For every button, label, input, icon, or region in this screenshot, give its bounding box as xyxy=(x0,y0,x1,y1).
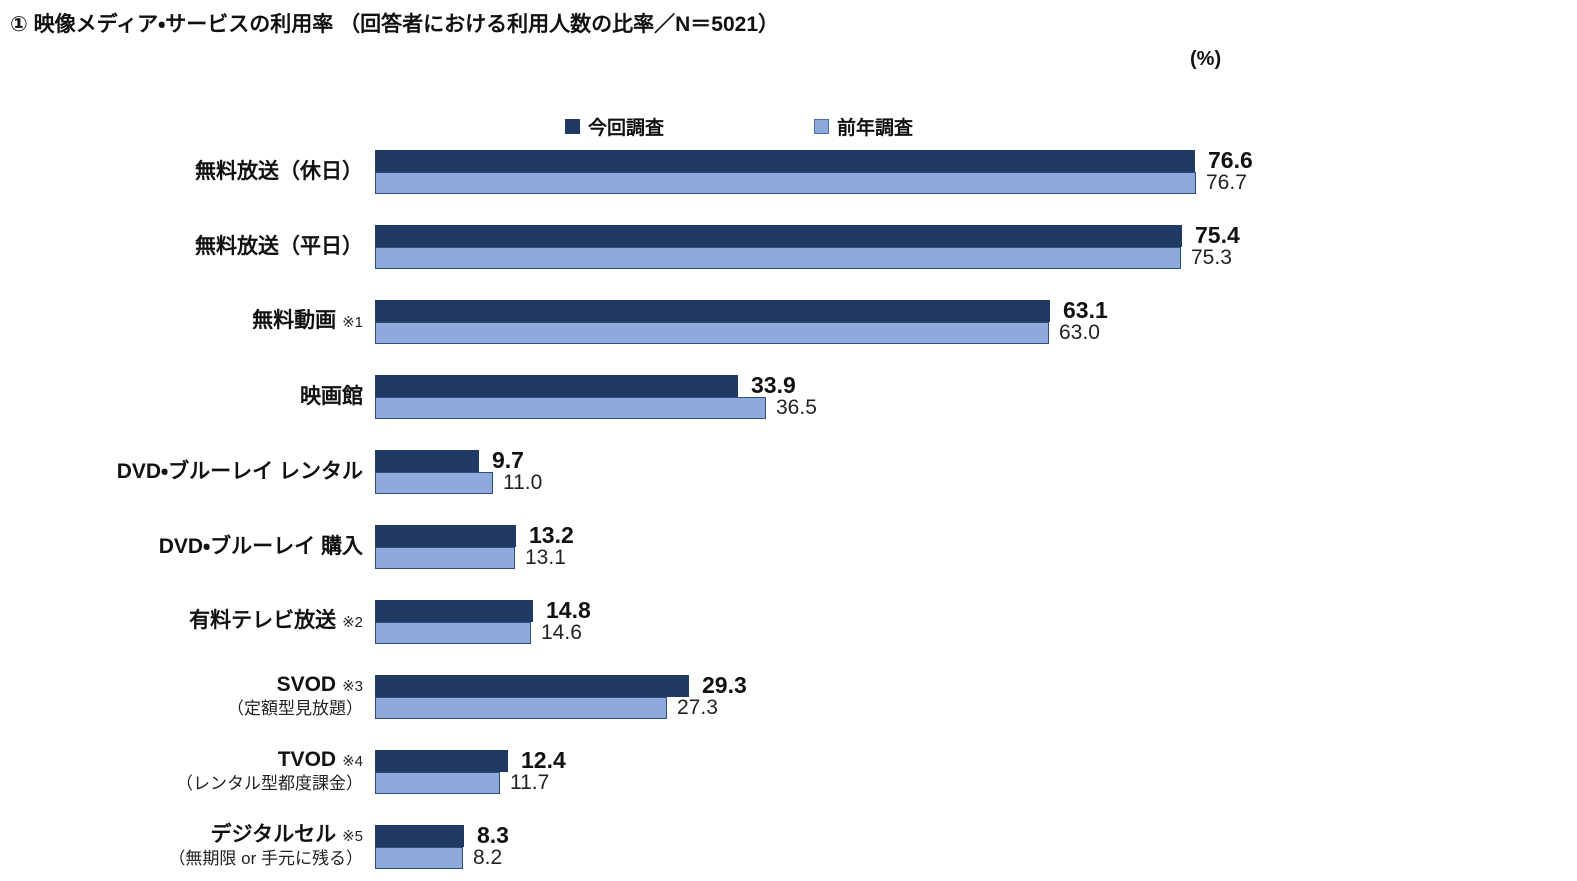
legend-label-current: 今回調査 xyxy=(588,118,665,139)
category-label-main: 無料放送（平日） xyxy=(195,235,363,258)
value-previous-survey: 11.7 xyxy=(510,771,550,794)
category-footnote-marker: ※2 xyxy=(342,614,363,631)
category-sublabel: （定額型見放題） xyxy=(227,699,363,718)
value-previous-survey: 63.0 xyxy=(1059,321,1100,344)
value-current-survey: 8.3 xyxy=(477,822,509,848)
bar-current-survey xyxy=(375,825,464,847)
category-label-main: デジタルセル ※5 xyxy=(210,823,363,846)
value-current-survey: 76.6 xyxy=(1208,147,1253,173)
value-current-survey: 9.7 xyxy=(492,447,524,473)
category-label-main: DVD・ブルーレイ レンタル xyxy=(116,460,363,483)
bar-previous-survey xyxy=(375,847,463,869)
bar-current-survey xyxy=(375,150,1195,172)
category-label-main: 無料放送（休日） xyxy=(195,160,363,183)
category-label-main: 無料動画 ※1 xyxy=(252,309,363,332)
bar-previous-survey xyxy=(375,622,531,644)
value-previous-survey: 27.3 xyxy=(677,696,718,719)
value-current-survey: 14.8 xyxy=(546,597,591,623)
bar-current-survey xyxy=(375,300,1050,322)
value-previous-survey: 14.6 xyxy=(541,621,582,644)
category-label: 無料動画 ※1 xyxy=(0,300,363,344)
category-label: TVOD ※4 （レンタル型都度課金） xyxy=(0,748,363,794)
bar-previous-survey xyxy=(375,247,1181,269)
legend-swatch-current-icon xyxy=(565,119,580,134)
legend-item-previous-survey: 前年調査 xyxy=(814,113,913,140)
chart-row: 有料テレビ放送 ※2 14.8 14.6 xyxy=(0,597,1577,644)
chart-row: 無料放送（平日） 75.4 75.3 xyxy=(0,222,1577,269)
category-label-main: 映画館 xyxy=(300,385,363,408)
value-current-survey: 75.4 xyxy=(1195,222,1240,248)
value-previous-survey: 36.5 xyxy=(776,396,817,419)
category-label: 無料放送（休日） xyxy=(0,150,363,194)
category-label: DVD・ブルーレイ 購入 xyxy=(0,525,363,569)
chart-row: TVOD ※4 （レンタル型都度課金） 12.4 11.7 xyxy=(0,747,1577,794)
category-footnote-marker: ※3 xyxy=(342,678,363,695)
chart-row: SVOD ※3 （定額型見放題） 29.3 27.3 xyxy=(0,672,1577,719)
chart-legend: 今回調査 前年調査 xyxy=(565,113,913,140)
category-label: 無料放送（平日） xyxy=(0,225,363,269)
category-footnote-marker: ※5 xyxy=(342,828,363,845)
bar-current-survey xyxy=(375,225,1182,247)
category-label-main: TVOD ※4 xyxy=(277,748,363,771)
category-sublabel: （レンタル型都度課金） xyxy=(176,774,363,793)
bar-current-survey xyxy=(375,525,516,547)
bar-previous-survey xyxy=(375,397,766,419)
chart-row: 無料動画 ※1 63.1 63.0 xyxy=(0,297,1577,344)
bar-previous-survey xyxy=(375,322,1049,344)
chart-row: DVD・ブルーレイ 購入 13.2 13.1 xyxy=(0,522,1577,569)
category-label: 映画館 xyxy=(0,375,363,419)
bar-current-survey xyxy=(375,600,533,622)
value-previous-survey: 13.1 xyxy=(525,546,566,569)
bar-previous-survey xyxy=(375,697,667,719)
legend-item-current-survey: 今回調査 xyxy=(565,113,664,140)
value-previous-survey: 75.3 xyxy=(1191,246,1232,269)
category-label: デジタルセル ※5 （無期限 or 手元に残る） xyxy=(0,823,363,869)
bar-current-survey xyxy=(375,375,738,397)
bar-current-survey xyxy=(375,675,689,697)
value-current-survey: 12.4 xyxy=(521,747,566,773)
legend-swatch-previous-icon xyxy=(814,119,830,134)
chart-row: 映画館 33.9 36.5 xyxy=(0,372,1577,419)
bar-current-survey xyxy=(375,750,508,772)
bar-previous-survey xyxy=(375,472,493,494)
value-current-survey: 33.9 xyxy=(751,372,796,398)
bar-previous-survey xyxy=(375,172,1196,194)
value-previous-survey: 76.7 xyxy=(1206,171,1247,194)
value-current-survey: 29.3 xyxy=(702,672,747,698)
bar-current-survey xyxy=(375,450,479,472)
category-label-main: DVD・ブルーレイ 購入 xyxy=(158,535,363,558)
chart-row: デジタルセル ※5 （無期限 or 手元に残る） 8.3 8.2 xyxy=(0,822,1577,869)
chart-row: 無料放送（休日） 76.6 76.7 xyxy=(0,147,1577,194)
page-title: ① 映像メディア・サービスの利用率 （回答者における利用人数の比率／N＝5021… xyxy=(10,13,779,36)
value-current-survey: 13.2 xyxy=(529,522,574,548)
category-label: DVD・ブルーレイ レンタル xyxy=(0,450,363,494)
value-previous-survey: 8.2 xyxy=(473,846,503,869)
value-previous-survey: 11.0 xyxy=(503,471,543,494)
category-footnote-marker: ※4 xyxy=(342,753,363,770)
category-label: 有料テレビ放送 ※2 xyxy=(0,600,363,644)
bar-previous-survey xyxy=(375,772,500,794)
legend-label-previous: 前年調査 xyxy=(837,118,914,139)
category-label-main: 有料テレビ放送 ※2 xyxy=(189,609,363,632)
bar-previous-survey xyxy=(375,547,515,569)
category-label-main: SVOD ※3 xyxy=(276,673,363,696)
unit-label: (%) xyxy=(1190,48,1222,70)
category-sublabel: （無期限 or 手元に残る） xyxy=(168,849,363,868)
category-label: SVOD ※3 （定額型見放題） xyxy=(0,673,363,719)
value-current-survey: 63.1 xyxy=(1063,297,1108,323)
category-footnote-marker: ※1 xyxy=(342,314,363,331)
chart-row: DVD・ブルーレイ レンタル 9.7 11.0 xyxy=(0,447,1577,494)
